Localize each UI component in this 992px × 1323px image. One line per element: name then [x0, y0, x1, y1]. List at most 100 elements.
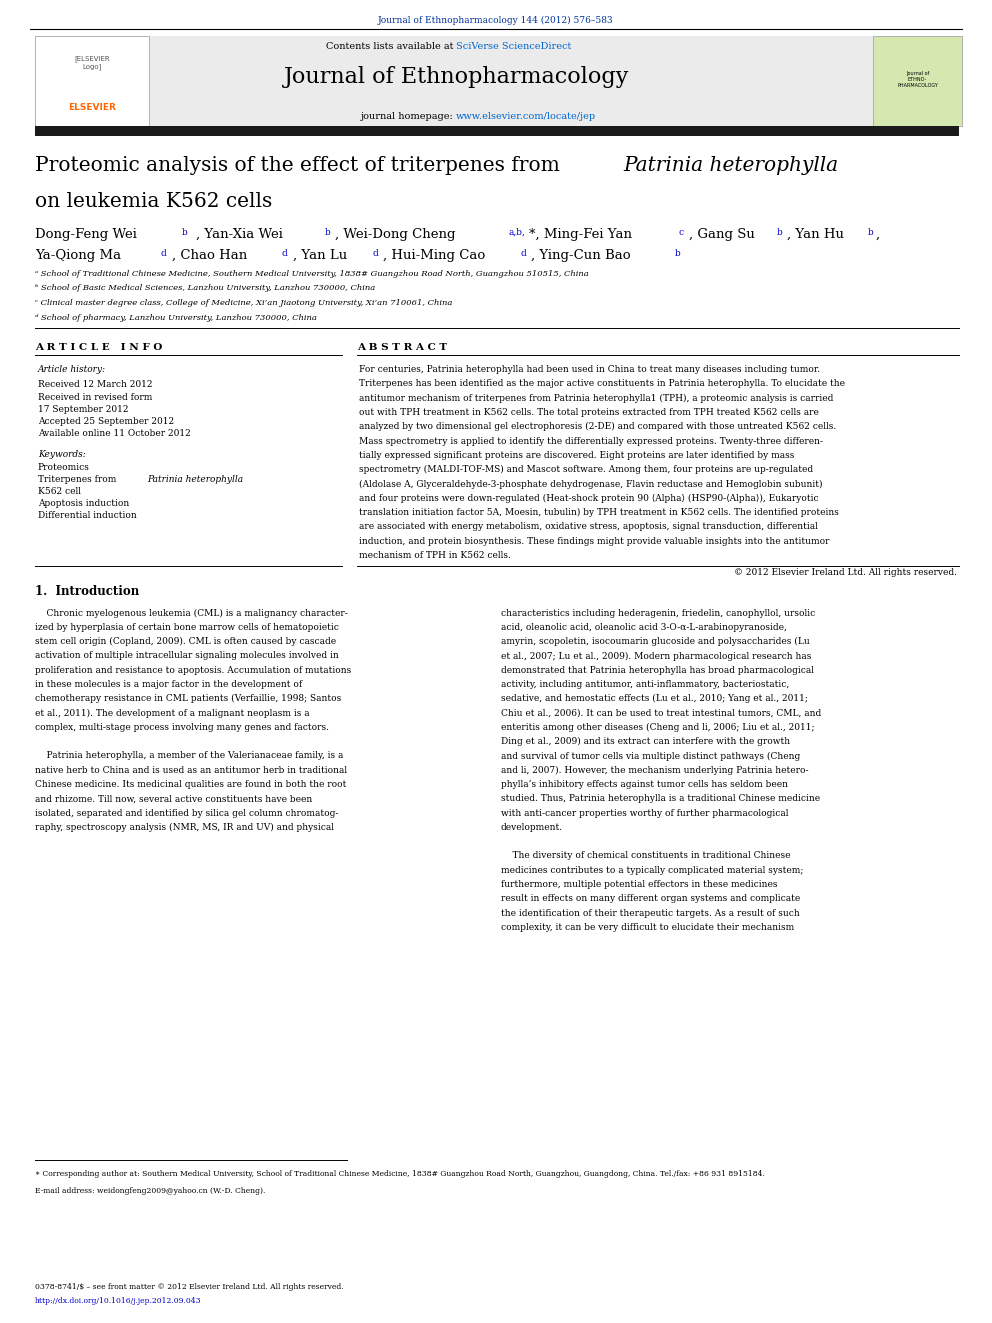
Text: spectrometry (MALDI-TOF-MS) and Mascot software. Among them, four proteins are u: spectrometry (MALDI-TOF-MS) and Mascot s…	[359, 466, 813, 474]
Text: Received in revised form: Received in revised form	[38, 393, 152, 402]
Text: Journal of Ethnopharmacology 144 (2012) 576–583: Journal of Ethnopharmacology 144 (2012) …	[378, 16, 614, 25]
Text: in these molecules is a major factor in the development of: in these molecules is a major factor in …	[35, 680, 302, 689]
FancyBboxPatch shape	[35, 126, 959, 136]
Text: Triterpenes has been identified as the major active constituents in Patrinia het: Triterpenes has been identified as the m…	[359, 380, 845, 389]
Text: and survival of tumor cells via multiple distinct pathways (Cheng: and survival of tumor cells via multiple…	[501, 751, 801, 761]
Text: analyzed by two dimensional gel electrophoresis (2-DE) and compared with those u: analyzed by two dimensional gel electrop…	[359, 422, 836, 431]
Text: Keywords:: Keywords:	[38, 450, 85, 459]
Text: journal homepage:: journal homepage:	[360, 112, 456, 122]
Text: mechanism of TPH in K562 cells.: mechanism of TPH in K562 cells.	[359, 550, 511, 560]
Text: Proteomics: Proteomics	[38, 463, 89, 472]
Text: ized by hyperplasia of certain bone marrow cells of hematopoietic: ized by hyperplasia of certain bone marr…	[35, 623, 338, 632]
Text: studied. Thus, Patrinia heterophylla is a traditional Chinese medicine: studied. Thus, Patrinia heterophylla is …	[501, 794, 820, 803]
Text: et al., 2007; Lu et al., 2009). Modern pharmacological research has: et al., 2007; Lu et al., 2009). Modern p…	[501, 651, 811, 660]
Text: isolated, separated and identified by silica gel column chromatog-: isolated, separated and identified by si…	[35, 808, 338, 818]
Text: A R T I C L E   I N F O: A R T I C L E I N F O	[35, 343, 162, 352]
Text: 17 September 2012: 17 September 2012	[38, 405, 128, 414]
Text: Proteomic analysis of the effect of triterpenes from: Proteomic analysis of the effect of trit…	[35, 156, 566, 175]
Text: Chiu et al., 2006). It can be used to treat intestinal tumors, CML, and: Chiu et al., 2006). It can be used to tr…	[501, 709, 821, 717]
Text: furthermore, multiple potential effectors in these medicines: furthermore, multiple potential effector…	[501, 880, 778, 889]
Text: Journal of Ethnopharmacology: Journal of Ethnopharmacology	[284, 66, 629, 89]
Text: K562 cell: K562 cell	[38, 487, 80, 496]
Text: b: b	[675, 249, 681, 258]
Text: Apoptosis induction: Apoptosis induction	[38, 499, 129, 508]
Text: www.elsevier.com/locate/jep: www.elsevier.com/locate/jep	[456, 112, 596, 122]
Text: Differential induction: Differential induction	[38, 511, 137, 520]
Text: Contents lists available at: Contents lists available at	[325, 42, 456, 52]
Text: enteritis among other diseases (Cheng and li, 2006; Liu et al., 2011;: enteritis among other diseases (Cheng an…	[501, 722, 814, 732]
Text: , Yan-Xia Wei: , Yan-Xia Wei	[196, 228, 284, 241]
Text: b: b	[182, 228, 187, 237]
Text: b: b	[777, 228, 783, 237]
Text: The diversity of chemical constituents in traditional Chinese: The diversity of chemical constituents i…	[501, 852, 791, 860]
Text: amyrin, scopoletin, isocoumarin glucoside and polysaccharides (Lu: amyrin, scopoletin, isocoumarin glucosid…	[501, 638, 809, 646]
Text: *, Ming-Fei Yan: *, Ming-Fei Yan	[529, 228, 632, 241]
Text: ᵇ School of Basic Medical Sciences, Lanzhou University, Lanzhou 730000, China: ᵇ School of Basic Medical Sciences, Lanz…	[35, 284, 375, 292]
Text: For centuries, Patrinia heterophylla had been used in China to treat many diseas: For centuries, Patrinia heterophylla had…	[359, 365, 820, 374]
Text: d: d	[282, 249, 288, 258]
Text: and four proteins were down-regulated (Heat-shock protein 90 ⟨Alpha⟩ (HSP90-⟨Alp: and four proteins were down-regulated (H…	[359, 493, 818, 503]
Text: d: d	[373, 249, 379, 258]
Text: , Yan Hu: , Yan Hu	[787, 228, 843, 241]
Text: Received 12 March 2012: Received 12 March 2012	[38, 380, 152, 389]
Text: raphy, spectroscopy analysis (NMR, MS, IR and UV) and physical: raphy, spectroscopy analysis (NMR, MS, I…	[35, 823, 333, 832]
Text: ELSEVIER: ELSEVIER	[68, 103, 116, 112]
Text: translation initiation factor 5A, Moesin, tubulin) by TPH treatment in K562 cell: translation initiation factor 5A, Moesin…	[359, 508, 839, 517]
Text: complexity, it can be very difficult to elucidate their mechanism: complexity, it can be very difficult to …	[501, 923, 795, 931]
Text: , Yan Lu: , Yan Lu	[293, 249, 347, 262]
Text: [ELSEVIER
Logo]: [ELSEVIER Logo]	[74, 56, 110, 70]
Text: E-mail address: weidongfeng2009@yahoo.cn (W.-D. Cheng).: E-mail address: weidongfeng2009@yahoo.cn…	[35, 1187, 265, 1195]
Text: with anti-cancer properties worthy of further pharmacological: with anti-cancer properties worthy of fu…	[501, 808, 789, 818]
Text: induction, and protein biosynthesis. These findings might provide valuable insig: induction, and protein biosynthesis. The…	[359, 537, 829, 545]
Text: characteristics including hederagenin, friedelin, canophyllol, ursolic: characteristics including hederagenin, f…	[501, 609, 815, 618]
Text: , Hui-Ming Cao: , Hui-Ming Cao	[383, 249, 485, 262]
FancyBboxPatch shape	[873, 36, 962, 126]
Text: acid, oleanolic acid, oleanolic acid 3-O-α-L-arabinopyranoside,: acid, oleanolic acid, oleanolic acid 3-O…	[501, 623, 787, 632]
FancyBboxPatch shape	[35, 36, 149, 126]
FancyBboxPatch shape	[35, 36, 873, 126]
Text: Chronic myelogenous leukemia (CML) is a malignancy character-: Chronic myelogenous leukemia (CML) is a …	[35, 609, 347, 618]
Text: d: d	[161, 249, 167, 258]
Text: Patrinia heterophylla, a member of the Valerianaceae family, is a: Patrinia heterophylla, a member of the V…	[35, 751, 343, 761]
Text: stem cell origin (Copland, 2009). CML is often caused by cascade: stem cell origin (Copland, 2009). CML is…	[35, 638, 336, 646]
Text: Ding et al., 2009) and its extract can interfere with the growth: Ding et al., 2009) and its extract can i…	[501, 737, 790, 746]
Text: result in effects on many different organ systems and complicate: result in effects on many different orga…	[501, 894, 801, 904]
Text: , Gang Su: , Gang Su	[689, 228, 755, 241]
Text: medicines contributes to a typically complicated material system;: medicines contributes to a typically com…	[501, 865, 804, 875]
Text: http://dx.doi.org/10.1016/j.jep.2012.09.043: http://dx.doi.org/10.1016/j.jep.2012.09.…	[35, 1297, 201, 1304]
Text: Dong-Feng Wei: Dong-Feng Wei	[35, 228, 137, 241]
Text: Mass spectrometry is applied to identify the differentially expressed proteins. : Mass spectrometry is applied to identify…	[359, 437, 823, 446]
Text: d: d	[521, 249, 527, 258]
Text: and li, 2007). However, the mechanism underlying Patrinia hetero-: and li, 2007). However, the mechanism un…	[501, 766, 808, 775]
Text: ᵈ School of pharmacy, Lanzhou University, Lanzhou 730000, China: ᵈ School of pharmacy, Lanzhou University…	[35, 314, 316, 321]
Text: out with TPH treatment in K562 cells. The total proteins extracted from TPH trea: out with TPH treatment in K562 cells. Th…	[359, 407, 819, 417]
Text: b: b	[324, 228, 330, 237]
Text: sedative, and hemostatic effects (Lu et al., 2010; Yang et al., 2011;: sedative, and hemostatic effects (Lu et …	[501, 695, 807, 704]
Text: , Wei-Dong Cheng: , Wei-Dong Cheng	[335, 228, 455, 241]
Text: a,b,: a,b,	[509, 228, 526, 237]
Text: ∗ Corresponding author at: Southern Medical University, School of Traditional Ch: ∗ Corresponding author at: Southern Medi…	[35, 1170, 765, 1177]
Text: on leukemia K562 cells: on leukemia K562 cells	[35, 192, 272, 210]
Text: Article history:: Article history:	[38, 365, 106, 374]
Text: complex, multi-stage process involving many genes and factors.: complex, multi-stage process involving m…	[35, 722, 328, 732]
Text: et al., 2011). The development of a malignant neoplasm is a: et al., 2011). The development of a mali…	[35, 709, 310, 717]
Text: , Chao Han: , Chao Han	[172, 249, 247, 262]
Text: activation of multiple intracellular signaling molecules involved in: activation of multiple intracellular sig…	[35, 651, 338, 660]
Text: c: c	[679, 228, 683, 237]
Text: Available online 11 October 2012: Available online 11 October 2012	[38, 429, 190, 438]
Text: A B S T R A C T: A B S T R A C T	[357, 343, 447, 352]
Text: SciVerse ScienceDirect: SciVerse ScienceDirect	[456, 42, 571, 52]
Text: 0378-8741/$ – see front matter © 2012 Elsevier Ireland Ltd. All rights reserved.: 0378-8741/$ – see front matter © 2012 El…	[35, 1283, 343, 1291]
Text: Chinese medicine. Its medicinal qualities are found in both the root: Chinese medicine. Its medicinal qualitie…	[35, 781, 346, 789]
Text: Patrinia heterophylla: Patrinia heterophylla	[623, 156, 838, 175]
Text: ,: ,	[876, 228, 880, 241]
Text: Patrinia heterophylla: Patrinia heterophylla	[147, 475, 243, 484]
Text: phylla’s inhibitory effects against tumor cells has seldom been: phylla’s inhibitory effects against tumo…	[501, 781, 788, 789]
Text: ᶜ Clinical master degree class, College of Medicine, Xi’an Jiaotong University, : ᶜ Clinical master degree class, College …	[35, 299, 452, 307]
Text: demonstrated that Patrinia heterophylla has broad pharmacological: demonstrated that Patrinia heterophylla …	[501, 665, 814, 675]
Text: Accepted 25 September 2012: Accepted 25 September 2012	[38, 417, 174, 426]
Text: and rhizome. Till now, several active constituents have been: and rhizome. Till now, several active co…	[35, 794, 311, 803]
Text: development.: development.	[501, 823, 563, 832]
Text: tially expressed significant proteins are discovered. Eight proteins are later i: tially expressed significant proteins ar…	[359, 451, 795, 460]
Text: are associated with energy metabolism, oxidative stress, apoptosis, signal trans: are associated with energy metabolism, o…	[359, 523, 818, 532]
